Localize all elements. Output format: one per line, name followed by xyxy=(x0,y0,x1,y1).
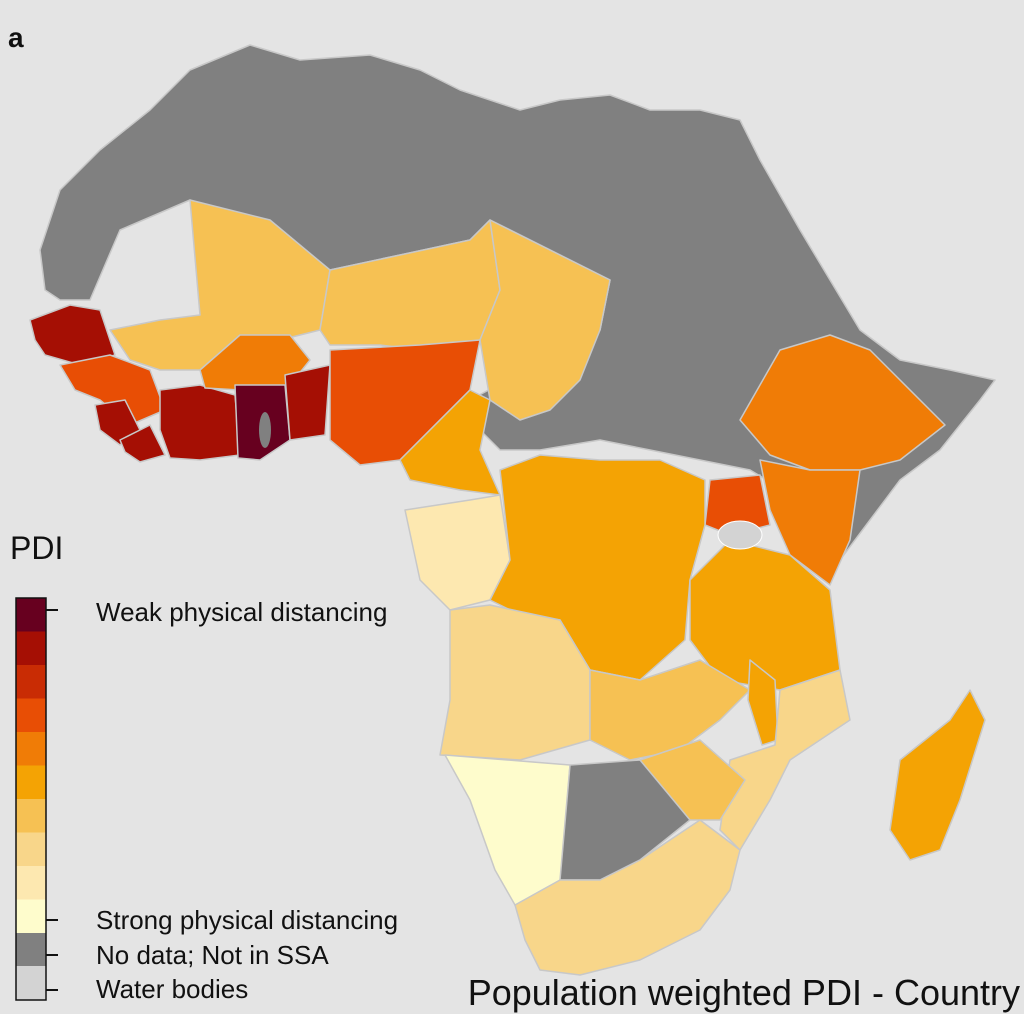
liberia-region xyxy=(119,424,166,463)
drc-region xyxy=(489,454,706,681)
legend-swatch xyxy=(16,765,46,800)
legend-swatch xyxy=(16,832,46,867)
cameroon-region xyxy=(399,389,501,496)
legend-no-data-label: No data; Not in SSA xyxy=(96,940,329,970)
legend-water-label: Water bodies xyxy=(96,974,249,1004)
togo-benin-region xyxy=(284,364,331,441)
chad-region xyxy=(479,219,611,421)
kenya-region xyxy=(759,459,861,586)
guinea-region xyxy=(59,354,166,426)
legend-swatch xyxy=(16,799,46,833)
legend-swatch xyxy=(16,899,46,934)
legend-strong-label: Strong physical distancing xyxy=(96,905,399,935)
map-title: Population weighted PDI - Country xyxy=(467,972,1020,1013)
legend-border xyxy=(15,597,47,1001)
legend-swatch xyxy=(16,665,46,699)
ethiopia-region xyxy=(739,334,946,471)
legend-title: PDI xyxy=(10,530,64,566)
lake-volta xyxy=(259,412,271,448)
legend-swatch xyxy=(16,866,46,900)
madagascar-region xyxy=(889,689,986,861)
zambia-region xyxy=(589,659,751,761)
lake-victoria xyxy=(717,520,763,550)
south-africa-region xyxy=(514,819,741,976)
legend-swatch-no-data xyxy=(16,933,46,966)
legend-swatch xyxy=(16,598,46,632)
legend-swatch xyxy=(16,698,46,733)
legend-weak-label: Weak physical distancing xyxy=(96,597,388,627)
malawi-region xyxy=(747,659,779,746)
legend-swatch-water xyxy=(16,966,46,1000)
legend-swatch xyxy=(16,732,46,766)
mozambique-region xyxy=(719,669,851,851)
panel-label: a xyxy=(8,22,24,53)
legend-swatch xyxy=(16,631,46,666)
